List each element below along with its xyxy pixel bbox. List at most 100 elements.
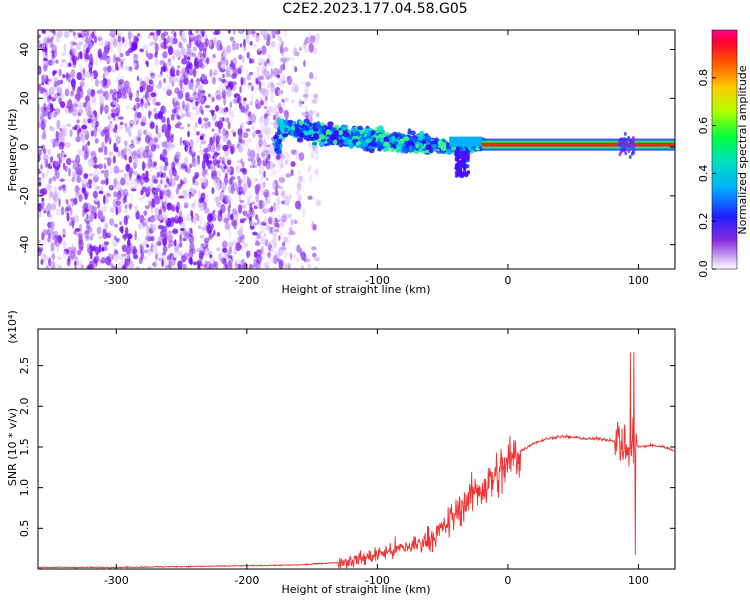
heatmap-speckle	[147, 236, 153, 242]
heatmap-band-cell	[343, 132, 350, 138]
heatmap-speckle	[124, 80, 130, 89]
heatmap-speckle	[107, 114, 113, 120]
y-tick-label: 0	[18, 144, 31, 151]
heatmap-speckle	[195, 137, 199, 144]
heatmap-speckle	[39, 243, 44, 248]
heatmap-speckle	[261, 80, 266, 87]
heatmap-speckle	[268, 61, 274, 67]
heatmap-speckle	[282, 265, 289, 269]
heatmap-speckle	[277, 89, 282, 97]
heatmap-speckle	[111, 108, 116, 114]
heatmap-speckle	[285, 235, 292, 245]
heatmap-speckle	[266, 265, 270, 269]
heatmap-speckle	[60, 128, 66, 139]
heatmap-speckle	[63, 31, 70, 39]
heatmap-band-cell	[403, 136, 410, 141]
heatmap-speckle	[212, 175, 217, 186]
colorbar-label: Normalized spectral amplitude	[736, 65, 749, 234]
heatmap-speckle	[253, 251, 258, 258]
heatmap-speckle	[246, 103, 250, 111]
heatmap-speckle	[223, 163, 227, 170]
heatmap-speckle	[179, 69, 184, 78]
heatmap-speckle	[316, 112, 320, 118]
heatmap-speckle	[242, 132, 249, 139]
heatmap-speckle	[231, 81, 238, 86]
heatmap-speckle	[139, 214, 145, 224]
x-tick-label: 0	[504, 574, 511, 587]
heatmap-speckle	[149, 215, 156, 223]
heatmap-speckle	[283, 236, 289, 243]
heatmap-speckle	[126, 191, 130, 197]
heatmap-speckle	[97, 36, 102, 42]
heatmap-speckle	[63, 43, 67, 53]
heatmap-speckle	[186, 64, 190, 75]
heatmap-speckle	[271, 191, 275, 196]
heatmap-speckle	[38, 34, 41, 39]
heatmap-speckle	[116, 104, 121, 109]
heatmap-speckle	[136, 173, 141, 179]
heatmap-speckle	[276, 196, 281, 207]
heatmap-speckle	[271, 218, 276, 226]
heatmap-speckle	[143, 176, 150, 183]
heatmap-speckle	[51, 202, 57, 211]
heatmap-speckle	[122, 86, 126, 96]
heatmap-band-cell	[437, 143, 445, 149]
heatmap-speckle	[285, 173, 292, 178]
heatmap-speckle	[109, 89, 114, 95]
heatmap-speckle	[89, 213, 94, 223]
heatmap-speckle	[64, 60, 70, 69]
heatmap-speckle	[228, 229, 232, 239]
heatmap-speckle	[256, 157, 262, 167]
heatmap-speckle	[135, 97, 140, 103]
heatmap-speckle	[207, 163, 211, 170]
heatmap-speckle	[154, 212, 158, 221]
heatmap-speckle	[231, 41, 237, 51]
heatmap-speckle	[237, 204, 243, 214]
snr-series-line	[38, 352, 675, 569]
heatmap-band-cell	[410, 130, 416, 136]
heatmap-speckle	[98, 147, 104, 153]
heatmap-speckle	[112, 53, 117, 64]
heatmap-speckle	[250, 219, 255, 227]
heatmap-speckle	[99, 36, 104, 41]
heatmap-speckle	[212, 209, 216, 214]
heatmap-speckle	[65, 74, 70, 79]
heatmap-speckle	[104, 104, 109, 115]
heatmap-speckle	[48, 86, 55, 96]
heatmap-speckle	[279, 153, 285, 163]
heatmap-speckle	[136, 89, 139, 93]
heatmap-speckle	[168, 240, 175, 247]
heatmap-speckle	[282, 62, 286, 71]
heatmap-speckle	[240, 258, 245, 268]
heatmap-speckle	[147, 216, 151, 223]
heatmap-speckle	[281, 57, 288, 63]
heatmap-speckle	[109, 218, 115, 226]
heatmap-speckle	[238, 264, 242, 269]
heatmap-speckle	[148, 110, 151, 119]
heatmap-speckle	[134, 177, 139, 188]
heatmap-speckle	[40, 115, 45, 122]
heatmap-speckle	[66, 252, 72, 257]
heatmap-speckle	[137, 136, 142, 142]
heatmap-speckle	[96, 226, 102, 235]
heatmap-speckle	[195, 77, 201, 86]
heatmap-speckle	[107, 41, 111, 51]
heatmap-speckle	[162, 51, 168, 59]
heatmap-speckle	[181, 180, 185, 185]
heatmap-speckle	[175, 50, 181, 57]
heatmap-speckle	[82, 204, 86, 211]
heatmap-speckle	[104, 242, 108, 249]
heatmap-speckle	[179, 227, 185, 232]
heatmap-speckle	[274, 190, 279, 196]
heatmap-speckle	[59, 101, 66, 109]
heatmap-speckle	[262, 208, 269, 214]
heatmap-speckle	[313, 168, 320, 175]
heatmap-burst-cell	[632, 144, 636, 149]
heatmap-speckle	[113, 37, 118, 48]
heatmap-speckle	[314, 146, 319, 155]
heatmap-speckle	[212, 229, 216, 236]
heatmap-speckle	[144, 76, 150, 83]
heatmap-speckle	[256, 234, 263, 240]
heatmap-speckle	[189, 242, 195, 252]
heatmap-speckle	[57, 234, 63, 244]
